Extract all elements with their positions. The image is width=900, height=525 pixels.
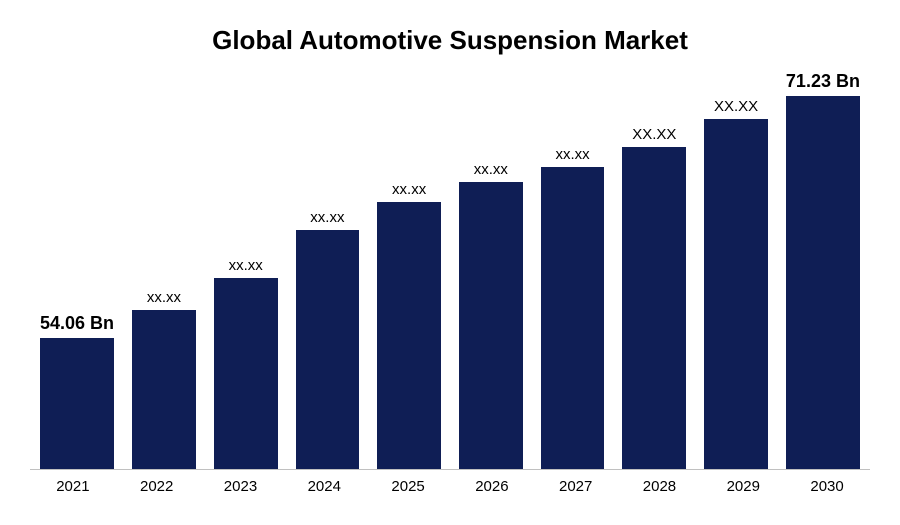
x-axis-label: 2029 — [710, 478, 776, 495]
bar — [622, 147, 686, 469]
bar — [541, 167, 605, 469]
chart-container: Global Automotive Suspension Market 54.0… — [0, 0, 900, 525]
bar-wrap: xx.xx — [541, 71, 605, 469]
bar — [704, 119, 768, 469]
bar-data-label: 54.06 Bn — [40, 313, 114, 334]
bar-data-label: xx.xx — [310, 209, 344, 226]
bar-wrap: xx.xx — [132, 71, 196, 469]
bar — [132, 310, 196, 469]
bar-wrap: xx.xx — [214, 71, 278, 469]
bar-data-label: xx.xx — [229, 257, 263, 274]
bar-data-label: 71.23 Bn — [786, 71, 860, 92]
bar-data-label: xx.xx — [392, 181, 426, 198]
bar — [786, 96, 860, 469]
bar-wrap: XX.XX — [622, 71, 686, 469]
bar-data-label: xx.xx — [474, 161, 508, 178]
x-axis-label: 2021 — [40, 478, 106, 495]
x-axis-label: 2028 — [627, 478, 693, 495]
bar-data-label: xx.xx — [556, 146, 590, 163]
x-axis-label: 2027 — [543, 478, 609, 495]
x-axis-label: 2030 — [794, 478, 860, 495]
bar — [377, 202, 441, 469]
bar — [214, 278, 278, 469]
bar — [296, 230, 360, 469]
bar-wrap: XX.XX — [704, 71, 768, 469]
chart-title: Global Automotive Suspension Market — [30, 25, 870, 56]
x-axis-label: 2025 — [375, 478, 441, 495]
x-axis-label: 2026 — [459, 478, 525, 495]
x-axis-label: 2024 — [291, 478, 357, 495]
bar-wrap: xx.xx — [296, 71, 360, 469]
bar-data-label: XX.XX — [632, 126, 676, 143]
bar-wrap: xx.xx — [459, 71, 523, 469]
bar-data-label: XX.XX — [714, 98, 758, 115]
bar — [40, 338, 114, 469]
bar-wrap: xx.xx — [377, 71, 441, 469]
x-axis-label: 2023 — [208, 478, 274, 495]
plot-area: 54.06 Bn xx.xx xx.xx xx.xx xx.xx xx.xx xx.xx XX… — [30, 71, 870, 470]
bar-wrap: 54.06 Bn — [40, 71, 114, 469]
bar — [459, 182, 523, 469]
bar-wrap: 71.23 Bn — [786, 71, 860, 469]
bar-data-label: xx.xx — [147, 289, 181, 306]
x-axis: 2021 2022 2023 2024 2025 2026 2027 2028 2029 2030 — [30, 470, 870, 495]
x-axis-label: 2022 — [124, 478, 190, 495]
